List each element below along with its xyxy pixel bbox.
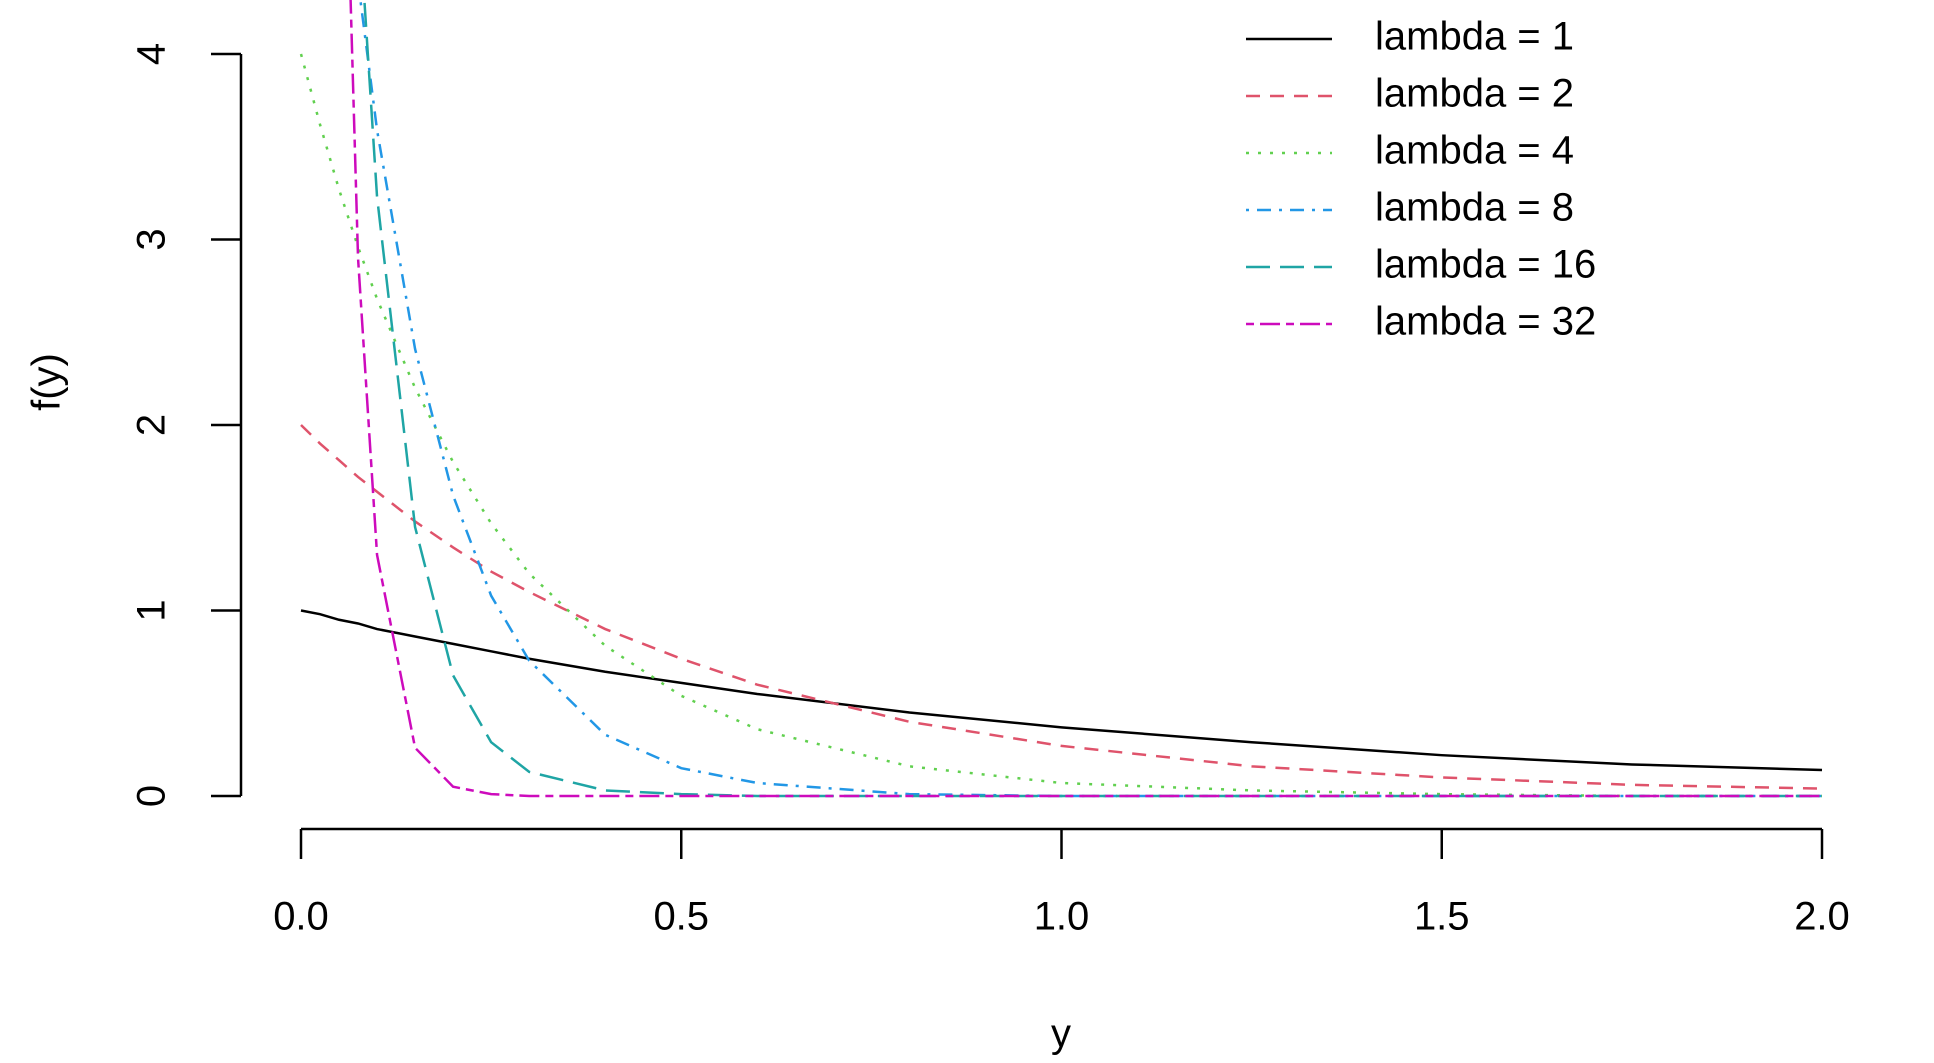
series-line: [301, 0, 1822, 796]
x-axis-label: y: [1051, 1012, 1071, 1056]
y-axis-label: f(y): [25, 353, 69, 411]
x-tick-label: 2.0: [1794, 895, 1850, 939]
x-tick-label: 0.0: [273, 895, 329, 939]
y-tick-label: 3: [130, 228, 174, 250]
series-line: [301, 425, 1822, 789]
legend-label: lambda = 2: [1375, 72, 1574, 116]
series-line: [301, 0, 1822, 796]
y-tick-label: 4: [130, 43, 174, 65]
legend-label: lambda = 32: [1375, 300, 1596, 344]
legend-label: lambda = 16: [1375, 243, 1596, 287]
chart: y f(y) 0 1 2 3 4 0.0 0.5 1.0 1.5 2.0 lambda = 1 lam…: [0, 0, 1934, 1063]
x-tick-label: 1.5: [1414, 895, 1470, 939]
legend-label: lambda = 4: [1375, 129, 1574, 173]
y-tick-label: 1: [130, 599, 174, 621]
x-tick-label: 0.5: [653, 895, 709, 939]
y-tick-label: 0: [130, 785, 174, 807]
plot-area: [301, 0, 1822, 796]
x-tick-label: 1.0: [1034, 895, 1090, 939]
legend-label: lambda = 8: [1375, 186, 1574, 230]
series-line: [301, 54, 1822, 796]
y-tick-label: 2: [130, 414, 174, 436]
series-line: [301, 0, 1822, 796]
legend-label: lambda = 1: [1375, 15, 1574, 59]
